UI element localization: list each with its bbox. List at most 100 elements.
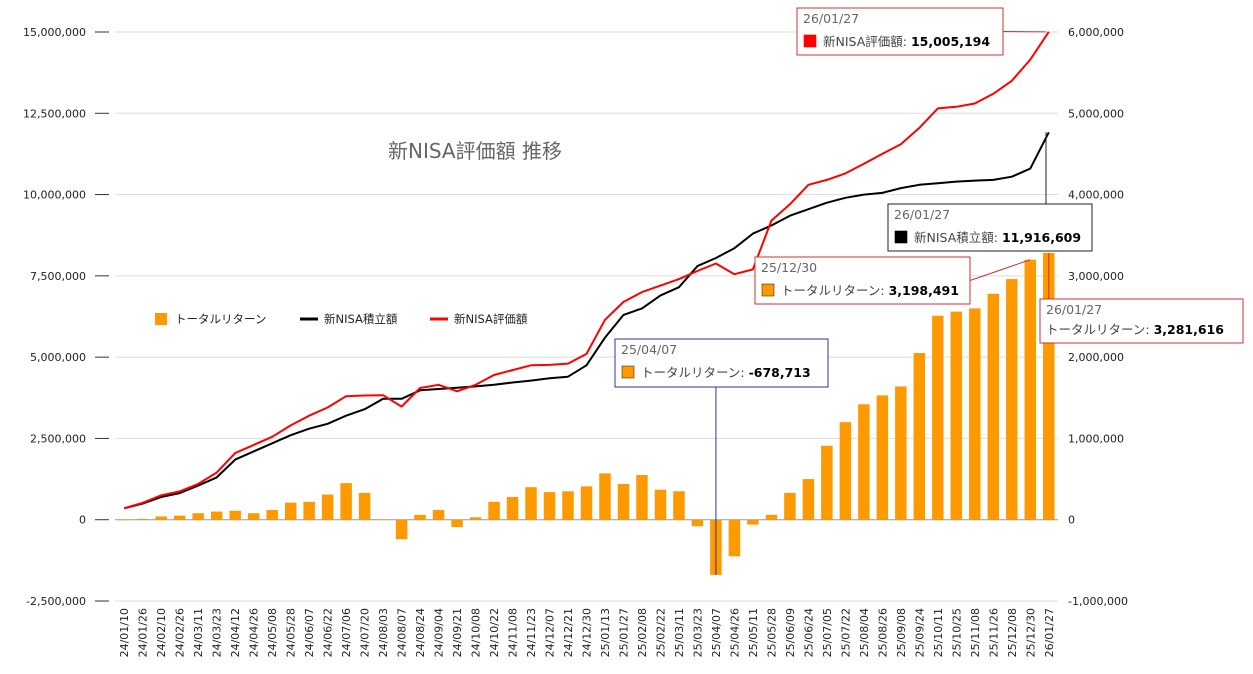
x-tick-label: 24/11/08 <box>507 608 520 657</box>
x-tick-label: 24/08/03 <box>377 608 390 657</box>
x-tick-label: 25/01/27 <box>617 608 630 657</box>
y-right-tick-label: 4,000,000 <box>1068 189 1124 202</box>
y-right-tick-label: 2,000,000 <box>1068 351 1124 364</box>
x-tick-label: 24/09/04 <box>433 608 446 657</box>
bar <box>636 475 648 520</box>
bar <box>802 479 815 520</box>
bar <box>488 501 500 520</box>
x-tick-label: 24/03/11 <box>192 608 205 657</box>
tooltip-date: 25/12/30 <box>761 260 817 275</box>
x-tick-label: 24/02/26 <box>174 608 187 657</box>
x-tick-label: 24/07/06 <box>340 608 353 657</box>
tooltip-label: トータルリターン: 3,281,616 <box>1046 322 1224 337</box>
bar <box>950 311 963 520</box>
bar <box>358 492 371 520</box>
x-tick-label: 24/08/07 <box>396 608 409 657</box>
x-tick-label: 24/12/21 <box>562 608 575 657</box>
y-right-tick-label: 0 <box>1068 514 1075 527</box>
bar <box>395 519 408 540</box>
y-left-tick-label: 0 <box>79 514 86 527</box>
legend-label: トータルリターン <box>175 312 266 326</box>
bar <box>1043 252 1055 520</box>
y-left-tick-label: 5,000,000 <box>30 351 86 364</box>
tooltip-label: トータルリターン: -678,713 <box>641 365 811 380</box>
x-tick-label: 25/08/04 <box>858 608 871 657</box>
y-left-tick-label: 7,500,000 <box>30 270 86 283</box>
tooltip-date: 26/01/27 <box>803 11 859 26</box>
x-tick-label: 25/12/08 <box>1006 608 1019 657</box>
tooltip-swatch <box>621 365 635 379</box>
series-line <box>123 31 1050 510</box>
bar <box>137 518 149 520</box>
x-tick-label: 25/09/08 <box>895 608 908 657</box>
legend: トータルリターン 新NISA積立額 新NISA評価額 <box>155 312 528 326</box>
bar <box>1024 259 1036 520</box>
x-tick-label: 25/04/26 <box>728 608 741 657</box>
bar <box>654 489 667 520</box>
x-tick-label: 24/02/10 <box>155 608 168 657</box>
bar <box>247 513 260 520</box>
bar <box>469 517 482 520</box>
bar <box>562 491 574 520</box>
bar <box>210 511 223 520</box>
bar <box>229 510 241 520</box>
x-tick-label: 24/01/10 <box>118 608 131 657</box>
legend-label: 新NISA評価額 <box>454 312 528 326</box>
x-tick-label: 24/10/22 <box>488 608 501 657</box>
bar <box>747 519 759 525</box>
tooltip-box <box>887 203 1093 252</box>
bar <box>858 404 870 520</box>
bar-series-total-return <box>118 252 1055 575</box>
x-tick-label: 25/01/13 <box>599 608 612 657</box>
y-left-tick-label: -2,500,000 <box>26 595 86 608</box>
x-tick-label: 25/10/25 <box>950 608 963 657</box>
y-right-tick-label: 5,000,000 <box>1068 107 1124 120</box>
bar <box>876 395 889 520</box>
tooltip-date: 25/04/07 <box>621 342 677 357</box>
bar <box>118 519 130 521</box>
y-right-tick-label: 6,000,000 <box>1068 26 1124 39</box>
x-tick-label: 25/10/11 <box>932 608 945 657</box>
tooltip-value: 15,005,194 <box>911 34 990 49</box>
x-tick-label: 24/04/26 <box>248 608 261 657</box>
bar <box>266 509 278 520</box>
x-tick-label: 25/11/08 <box>969 608 982 657</box>
tooltip-swatch <box>761 283 775 297</box>
bar <box>303 501 315 520</box>
tooltip-swatch <box>894 230 908 244</box>
x-tick-label: 25/08/26 <box>876 608 889 657</box>
x-tick-label: 25/12/30 <box>1024 608 1037 657</box>
y-right-tick-label: 1,000,000 <box>1068 432 1124 445</box>
x-tick-label: 24/06/07 <box>303 608 316 657</box>
bar <box>784 492 796 520</box>
tooltip-swatch <box>803 34 817 48</box>
tooltip-label: 新NISA積立額: 11,916,609 <box>914 230 1081 245</box>
tooltip-label: トータルリターン: 3,198,491 <box>781 283 959 298</box>
x-tick-label: 24/01/26 <box>137 608 150 657</box>
series-line <box>123 131 1050 510</box>
x-tick-label: 25/03/11 <box>673 608 686 657</box>
x-tick-label: 25/05/28 <box>765 608 778 657</box>
bar <box>432 509 445 520</box>
tooltip-date: 26/01/27 <box>894 207 950 222</box>
tooltip-box <box>754 256 971 305</box>
bar <box>321 494 334 520</box>
x-tick-label: 24/04/12 <box>229 608 242 657</box>
bar <box>284 502 297 520</box>
y-left-tick-label: 12,500,000 <box>23 107 86 120</box>
x-tick-label: 25/04/07 <box>710 608 723 657</box>
x-tick-label: 25/09/24 <box>913 608 926 657</box>
x-tick-label: 25/02/22 <box>654 608 667 657</box>
x-tick-label: 24/07/20 <box>359 608 372 657</box>
bar <box>506 496 519 520</box>
bar <box>414 514 426 520</box>
bar <box>673 491 685 520</box>
x-tick-label: 25/06/09 <box>784 608 797 657</box>
x-tick-label: 25/07/22 <box>839 608 852 657</box>
tooltip-label: 新NISA評価額: 15,005,194 <box>823 34 990 49</box>
bar <box>839 422 852 520</box>
bar <box>173 515 186 520</box>
bar <box>599 473 611 520</box>
y-axis-left: -2,500,000 0 2,500,000 5,000,000 7,500,000 10… <box>23 26 86 608</box>
bar <box>155 516 167 520</box>
